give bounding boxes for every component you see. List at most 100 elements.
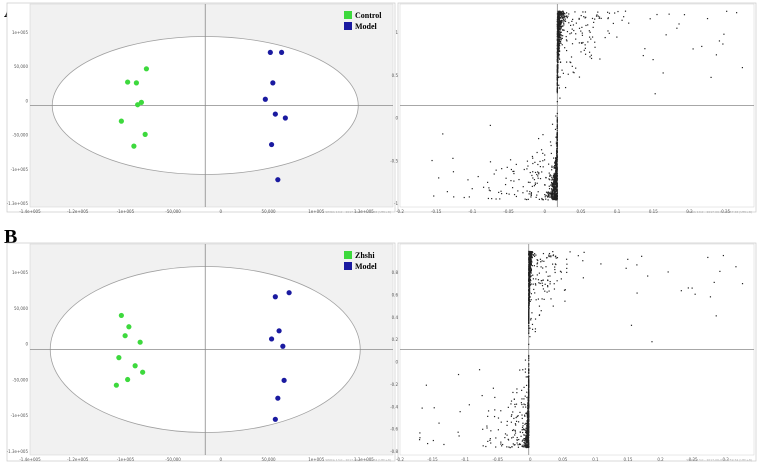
sample-point [281, 377, 287, 383]
splot-point [556, 79, 559, 81]
splot-point [551, 184, 554, 186]
splot-point [504, 433, 507, 435]
splot-point [562, 15, 564, 17]
splot-point [529, 253, 532, 255]
splot-point [582, 41, 584, 44]
splot-point [530, 283, 532, 285]
splot-point [527, 443, 529, 445]
splot-point [488, 187, 490, 189]
splot-point [528, 308, 530, 310]
splot-point [527, 431, 529, 433]
splot-point [528, 320, 530, 322]
splot-point [553, 183, 555, 185]
splot-point [627, 258, 629, 260]
splot-point [545, 266, 547, 268]
splot-point [556, 20, 559, 22]
splot-point [527, 413, 529, 415]
splot-point [546, 291, 548, 293]
splot-point [556, 90, 558, 92]
splot-point [563, 24, 565, 26]
splot-point [547, 194, 550, 196]
splot-point [459, 411, 461, 413]
splot-point [526, 160, 529, 162]
splot-point [529, 252, 531, 254]
panel-label-b: B [4, 226, 18, 248]
splot-point [552, 196, 555, 198]
splot-point [558, 18, 560, 21]
splot-point [555, 159, 557, 162]
splot-point [525, 431, 528, 433]
splot-point [555, 166, 557, 168]
splot-point [556, 168, 558, 170]
splot-point [552, 182, 555, 184]
splot-point [528, 419, 530, 421]
splot-point [557, 38, 559, 40]
splot-point [562, 10, 564, 12]
splot-point [552, 254, 554, 257]
splot-point [539, 258, 542, 260]
splot-point [512, 443, 514, 445]
splot-point [529, 190, 531, 193]
splot-point [558, 43, 560, 45]
splot-point [528, 418, 530, 420]
splot-point [556, 194, 558, 196]
splot-point [553, 186, 556, 188]
splot-point [557, 15, 560, 17]
splot-point [556, 60, 559, 62]
splot-point [556, 126, 558, 128]
sample-point [286, 290, 292, 296]
splot-point [530, 317, 532, 320]
splot-point [528, 296, 530, 298]
splot-point [542, 166, 544, 168]
splot-point [563, 17, 565, 19]
splot-point [528, 289, 531, 291]
sample-point [275, 395, 281, 401]
splot-point [556, 53, 559, 56]
splot-point [630, 324, 633, 326]
splot-point [556, 148, 558, 150]
splot-point [529, 171, 531, 174]
splot-point [511, 187, 514, 189]
splot-point [537, 163, 539, 166]
splot-point [526, 425, 528, 427]
splot-point [559, 14, 561, 16]
splot-point [518, 443, 521, 445]
splot-point [556, 125, 558, 128]
splot-point [556, 112, 558, 115]
splot-point [538, 172, 540, 174]
splot-point [556, 131, 558, 134]
splot-point [556, 78, 558, 80]
splot-point [678, 23, 680, 25]
splot-point [561, 20, 563, 22]
splot-point [514, 444, 516, 446]
splot-point [511, 429, 514, 432]
splot-point [531, 323, 534, 326]
splot-point [559, 16, 561, 18]
splot-point [555, 196, 557, 198]
splot-point [517, 444, 519, 446]
splot-point [555, 160, 558, 163]
splot-point [556, 52, 559, 55]
splot-point [537, 279, 540, 281]
splot-point [557, 11, 559, 13]
splot-point [521, 445, 523, 447]
splot-point [452, 157, 454, 159]
splot-point [654, 93, 656, 95]
splot-point [525, 443, 527, 445]
splot-point [509, 447, 511, 449]
splot-point [452, 171, 455, 173]
splot-point [534, 253, 536, 255]
splot-point [528, 365, 530, 367]
splot-point [489, 439, 491, 441]
splot-point [565, 15, 567, 17]
splot-point [578, 76, 581, 78]
splot-point [557, 66, 559, 68]
splot-point [550, 255, 552, 257]
splot-point [571, 65, 573, 67]
splot-point [524, 198, 526, 200]
x-tick-label: 0.2 [686, 209, 693, 214]
splot-point [532, 171, 534, 173]
splot-point [735, 266, 737, 268]
splot-point [548, 254, 550, 256]
splot-point [522, 425, 524, 427]
